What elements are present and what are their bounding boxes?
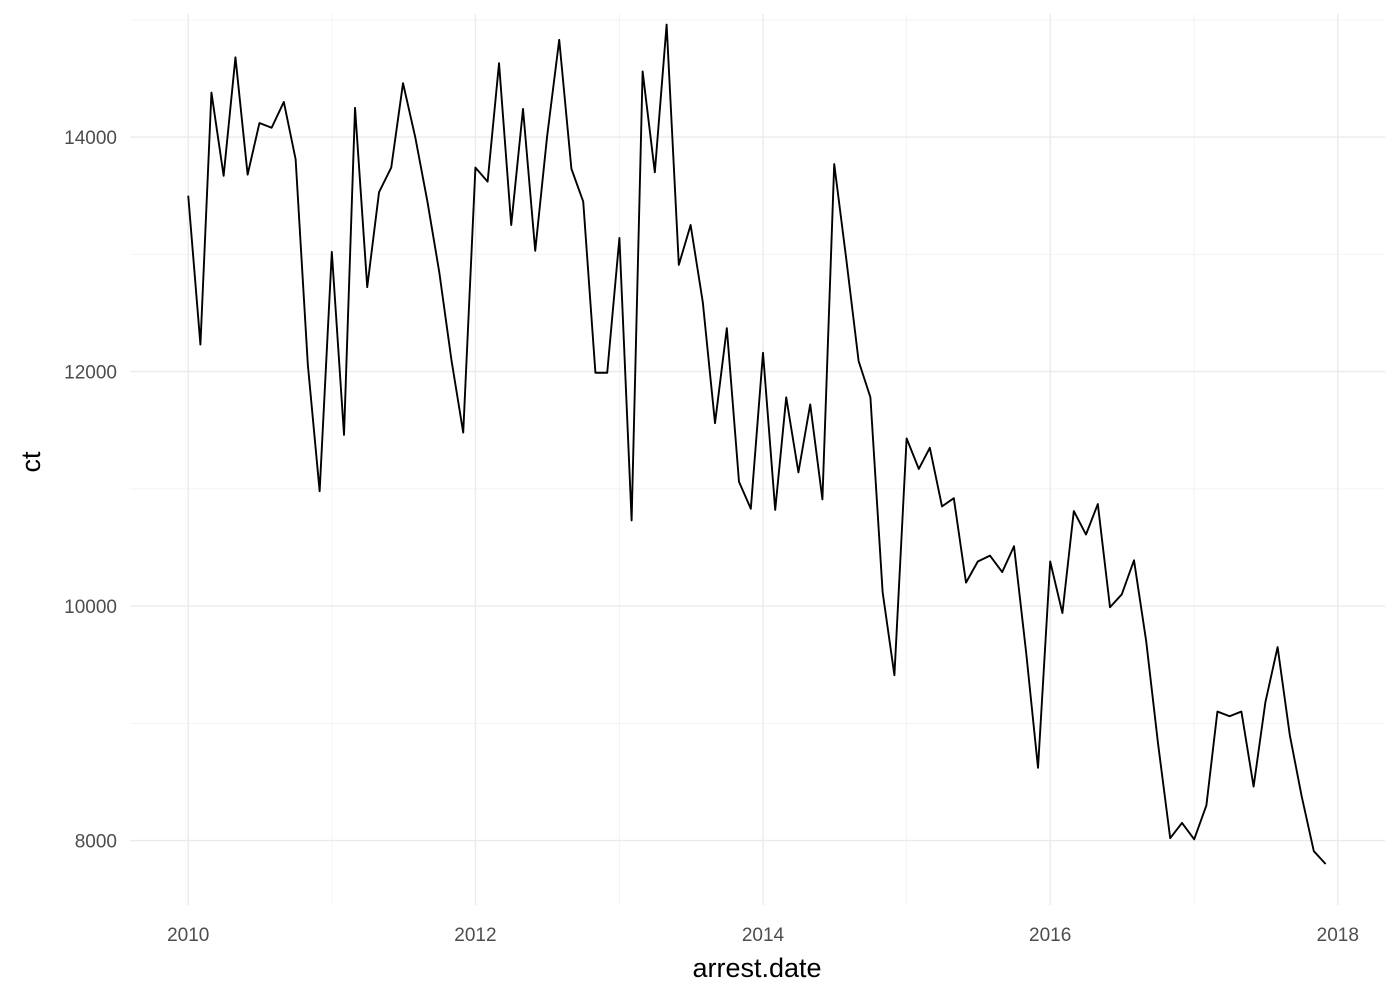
y-axis-title: ct [16, 451, 46, 473]
minor-gridlines-y [130, 19, 1385, 724]
y-tick-label: 10000 [64, 597, 117, 618]
series-line [187, 23, 1327, 865]
x-tick-label: 2010 [167, 925, 209, 946]
x-tick-label: 2012 [454, 925, 496, 946]
x-axis-title: arrest.date [692, 953, 821, 983]
x-axis-tick-labels: 2010 2012 2014 2016 2018 [167, 925, 1359, 946]
minor-gridlines-x [331, 14, 1195, 905]
x-tick-label: 2018 [1317, 925, 1359, 946]
major-gridlines-y [130, 136, 1385, 842]
x-tick-label: 2014 [742, 925, 785, 946]
y-tick-label: 8000 [75, 832, 117, 853]
y-tick-label: 12000 [64, 363, 117, 384]
x-tick-label: 2016 [1029, 925, 1071, 946]
y-tick-label: 14000 [64, 128, 117, 149]
major-gridlines-x [187, 14, 1339, 905]
y-axis-tick-labels: 8000 10000 12000 14000 [64, 128, 117, 852]
